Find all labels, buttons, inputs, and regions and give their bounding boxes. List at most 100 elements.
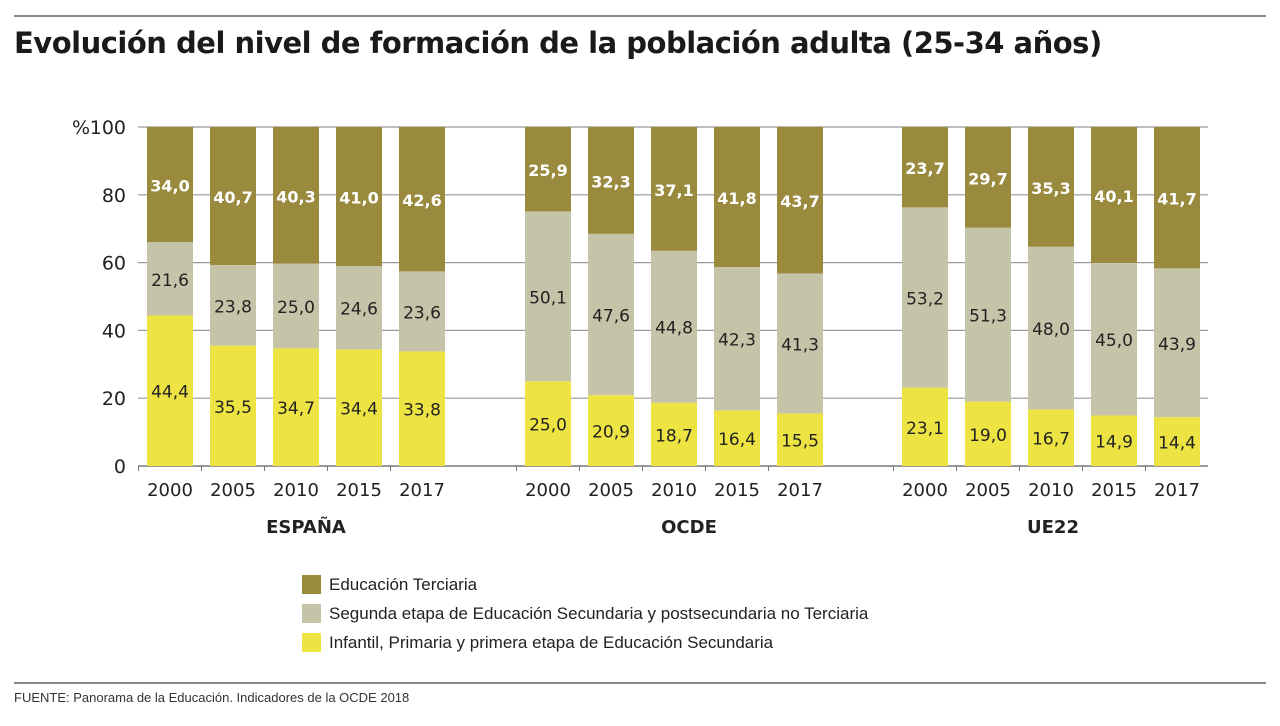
data-label-primary: 20,9: [592, 423, 630, 443]
x-tick-label: 2010: [651, 480, 697, 501]
bar-segment-tertiary: [902, 127, 948, 208]
bar-segment-tertiary: [1154, 127, 1200, 269]
x-tick-label: 2017: [777, 480, 823, 501]
bar-segment-primary: [588, 395, 634, 466]
data-label-tertiary: 37,1: [654, 181, 693, 200]
bar-segment-primary: [210, 345, 256, 466]
legend-label: Segunda etapa de Educación Secundaria y …: [329, 603, 869, 623]
data-label-tertiary: 25,9: [528, 161, 567, 180]
bar-segment-secondary: [1154, 268, 1200, 418]
bar-segment-secondary: [588, 233, 634, 396]
bar-segment-primary: [902, 387, 948, 466]
bar-segment-secondary: [336, 265, 382, 350]
legend-swatch: [302, 633, 321, 652]
data-label-primary: 33,8: [403, 401, 441, 421]
bar-segment-tertiary: [714, 127, 760, 268]
data-label-primary: 34,4: [340, 400, 378, 420]
legend: Educación Terciaria Segunda etapa de Edu…: [302, 570, 868, 657]
y-tick-label: 40: [102, 320, 126, 342]
bar-segment-tertiary: [273, 127, 319, 264]
bar-segment-primary: [399, 351, 445, 466]
data-label-primary: 15,5: [781, 432, 819, 452]
bar-segment-secondary: [210, 264, 256, 346]
bar-segment-secondary: [1028, 246, 1074, 410]
group-label: OCDE: [661, 517, 717, 538]
x-tick-label: 2005: [588, 480, 634, 501]
x-tick-label: 2005: [965, 480, 1011, 501]
bar-segment-tertiary: [210, 127, 256, 265]
bar-segment-secondary: [1091, 262, 1137, 416]
x-tick-label: 2010: [273, 480, 319, 501]
y-tick-label: 100: [90, 117, 126, 139]
data-label-secondary: 43,9: [1158, 335, 1196, 355]
data-label-secondary: 21,6: [151, 271, 189, 291]
data-label-tertiary: 29,7: [968, 169, 1007, 188]
data-label-tertiary: 41,7: [1157, 190, 1196, 209]
bar-segment-tertiary: [147, 127, 193, 243]
data-label-secondary: 53,2: [906, 290, 944, 310]
bar-segment-primary: [1154, 417, 1200, 466]
data-label-tertiary: 40,3: [276, 187, 315, 206]
x-tick-label: 2005: [210, 480, 256, 501]
bar-segment-primary: [147, 315, 193, 466]
bar-segment-tertiary: [965, 127, 1011, 228]
x-tick-label: 2000: [902, 480, 948, 501]
y-axis-unit: %: [72, 117, 90, 139]
data-label-tertiary: 23,7: [905, 159, 944, 178]
data-label-primary: 18,7: [655, 426, 693, 446]
data-label-secondary: 23,8: [214, 297, 252, 317]
bar-segment-primary: [965, 401, 1011, 466]
bar-segment-secondary: [714, 267, 760, 411]
data-label-primary: 19,0: [969, 426, 1007, 446]
x-tick-label: 2015: [714, 480, 760, 501]
legend-label: Infantil, Primaria y primera etapa de Ed…: [329, 632, 774, 652]
bar-segment-primary: [1091, 415, 1137, 466]
bar-segment-secondary: [902, 207, 948, 388]
data-label-tertiary: 40,1: [1094, 187, 1133, 206]
legend-item-primary: Infantil, Primaria y primera etapa de Ed…: [302, 628, 868, 657]
x-tick-label: 2017: [1154, 480, 1200, 501]
data-label-primary: 23,1: [906, 419, 944, 439]
data-label-secondary: 48,0: [1032, 320, 1070, 340]
y-tick-label: 20: [102, 388, 126, 410]
data-label-tertiary: 32,3: [591, 172, 630, 191]
data-label-tertiary: 34,0: [150, 177, 189, 196]
bar-segment-tertiary: [651, 127, 697, 251]
bottom-rule: [14, 682, 1266, 684]
data-label-primary: 14,9: [1095, 433, 1133, 453]
bar-segment-tertiary: [336, 127, 382, 266]
bar-segment-tertiary: [399, 127, 445, 272]
data-label-secondary: 23,6: [403, 303, 441, 323]
bar-segment-tertiary: [525, 127, 571, 212]
data-label-secondary: 41,3: [781, 335, 819, 355]
data-label-secondary: 51,3: [969, 307, 1007, 327]
x-tick-label: 2015: [1091, 480, 1137, 501]
bar-segment-primary: [336, 349, 382, 466]
bar-segment-secondary: [525, 211, 571, 382]
x-tick-label: 2000: [147, 480, 193, 501]
bar-segment-secondary: [965, 227, 1011, 402]
data-label-secondary: 42,3: [718, 331, 756, 351]
bar-segment-primary: [525, 381, 571, 466]
bar-segment-primary: [273, 348, 319, 466]
bar-segment-tertiary: [1091, 127, 1137, 263]
legend-item-tertiary: Educación Terciaria: [302, 570, 868, 599]
chart-title: Evolución del nivel de formación de la p…: [14, 26, 1102, 60]
legend-label: Educación Terciaria: [329, 574, 478, 594]
data-label-tertiary: 42,6: [402, 191, 441, 210]
data-label-primary: 25,0: [529, 416, 567, 436]
data-label-primary: 44,4: [151, 383, 189, 403]
data-label-secondary: 50,1: [529, 288, 567, 308]
bar-segment-secondary: [399, 271, 445, 352]
bar-segment-primary: [777, 413, 823, 466]
data-label-secondary: 47,6: [592, 306, 630, 326]
legend-swatch: [302, 604, 321, 623]
data-label-tertiary: 43,7: [780, 192, 819, 211]
group-label: ESPAÑA: [266, 515, 346, 538]
x-tick-label: 2017: [399, 480, 445, 501]
data-label-secondary: 44,8: [655, 319, 693, 339]
data-label-tertiary: 35,3: [1031, 179, 1070, 198]
y-tick-label: 80: [102, 185, 126, 207]
legend-item-secondary: Segunda etapa de Educación Secundaria y …: [302, 599, 868, 628]
bar-segment-primary: [651, 402, 697, 466]
